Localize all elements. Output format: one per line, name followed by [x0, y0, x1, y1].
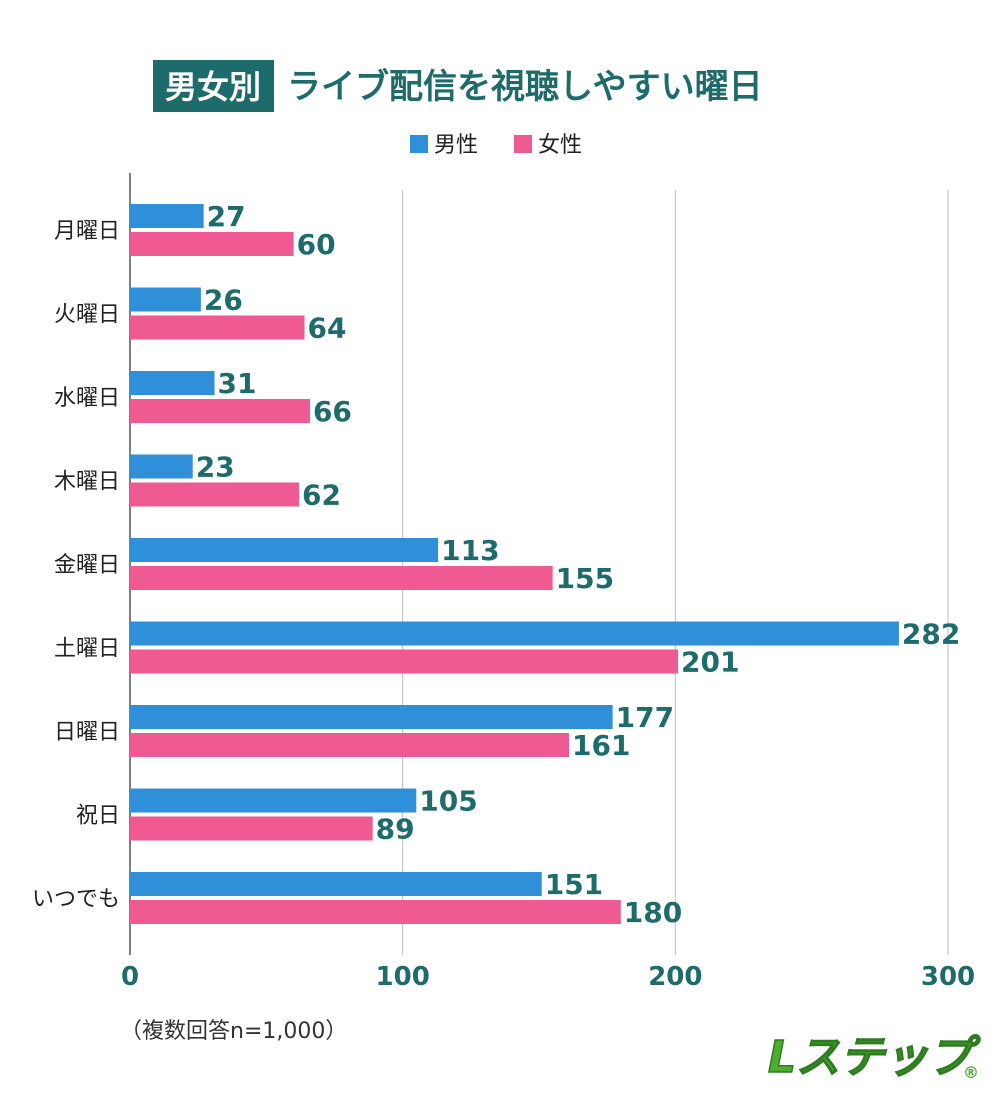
- x-tick-label: 300: [921, 962, 975, 992]
- lstep-logo: Lステップ ®: [767, 1031, 982, 1084]
- x-tick-labels: 0 100 200 300: [121, 962, 975, 992]
- data-label: 151: [545, 868, 603, 901]
- bar: [130, 705, 613, 729]
- data-label: 31: [218, 367, 257, 400]
- x-tick-label: 0: [121, 962, 139, 992]
- title-badge-background: [153, 60, 274, 112]
- bar: [130, 454, 193, 479]
- category-label: 土曜日: [54, 637, 120, 662]
- title-badge: 男女別: [165, 68, 261, 106]
- bar: [130, 872, 542, 896]
- x-tick-label: 200: [648, 962, 702, 992]
- bar: [130, 538, 439, 562]
- bar: [130, 315, 305, 340]
- category-label: 金曜日: [54, 553, 120, 578]
- bar: [130, 733, 569, 757]
- data-label: 64: [308, 312, 347, 345]
- data-label: 105: [419, 785, 477, 818]
- data-label: 26: [204, 284, 243, 317]
- category-label: 月曜日: [54, 219, 120, 244]
- legend-label: 女性: [538, 133, 582, 158]
- logo-text: Lステップ: [768, 1032, 981, 1083]
- legend-swatch: [410, 135, 428, 153]
- legend: 男性 女性: [410, 133, 582, 158]
- legend-label: 男性: [434, 133, 478, 158]
- chart-title-group: 男女別 ライブ配信を視聴しやすい曜日: [153, 60, 763, 112]
- data-label: 23: [196, 451, 235, 484]
- bar: [130, 482, 300, 507]
- chart-title: ライブ配信を視聴しやすい曜日: [287, 67, 763, 107]
- bar: [130, 566, 553, 590]
- bar: [130, 371, 215, 395]
- data-label: 62: [302, 479, 341, 512]
- category-label: 日曜日: [54, 720, 120, 745]
- bar: [130, 900, 621, 924]
- category-label: 祝日: [76, 804, 120, 829]
- category-label: 木曜日: [54, 470, 120, 495]
- data-label: 27: [207, 200, 246, 233]
- data-label: 60: [297, 228, 336, 261]
- bar: [130, 621, 899, 646]
- data-label: 177: [616, 701, 674, 734]
- bars: [130, 204, 899, 924]
- data-label: 282: [902, 618, 960, 651]
- bar: [130, 399, 310, 423]
- bar: [130, 816, 373, 841]
- logo-registered-mark: ®: [963, 1063, 979, 1082]
- data-label: 155: [556, 562, 614, 595]
- bar: [130, 204, 204, 228]
- category-label: いつでも: [32, 887, 120, 912]
- x-tick-label: 100: [376, 962, 430, 992]
- legend-swatch: [514, 135, 532, 153]
- data-label: 113: [441, 534, 499, 567]
- data-label: 161: [572, 729, 630, 762]
- category-label: 火曜日: [54, 303, 120, 328]
- bar: [130, 287, 201, 312]
- data-label: 66: [313, 395, 352, 428]
- data-label: 89: [376, 813, 415, 846]
- bar: [130, 788, 417, 813]
- data-label: 201: [681, 646, 739, 679]
- data-label: 180: [624, 896, 682, 929]
- category-label: 水曜日: [54, 386, 120, 411]
- sample-note: （複数回答n=1,000）: [120, 1019, 347, 1044]
- bar: [130, 232, 294, 256]
- bar: [130, 649, 679, 674]
